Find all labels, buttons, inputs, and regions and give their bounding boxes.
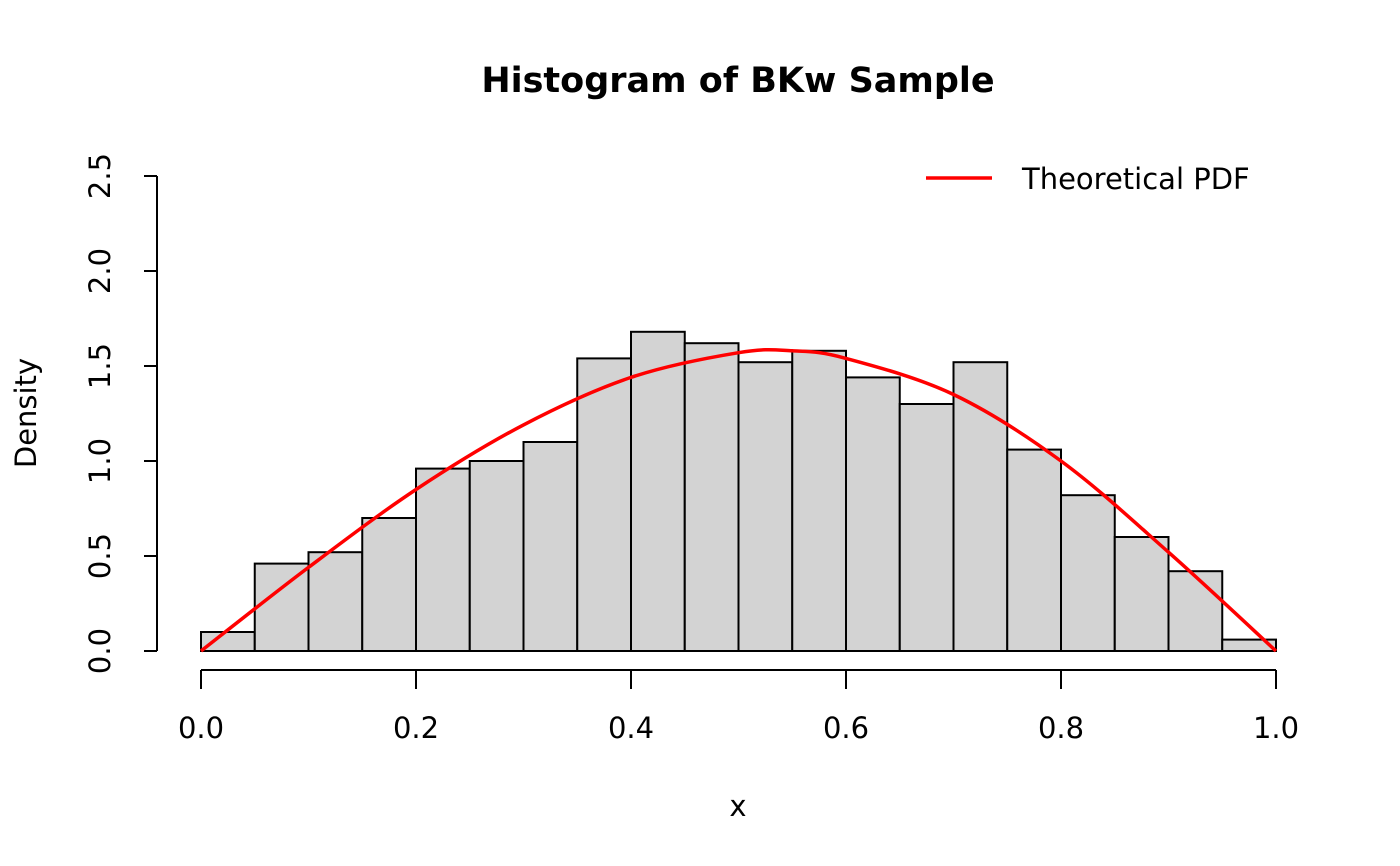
histogram-bar-11 xyxy=(791,349,847,652)
chart-title: Histogram of BKw Sample xyxy=(481,61,994,101)
y-axis-label: Density xyxy=(9,358,43,468)
histogram-bar-16 xyxy=(1060,494,1116,653)
histogram-bar-10 xyxy=(737,361,794,652)
y-tick-label-2: 1.0 xyxy=(83,438,117,484)
x-axis: 0.0 0.2 0.4 0.6 0.8 1.0 xyxy=(178,669,1299,745)
x-tick-label-4: 0.8 xyxy=(1038,711,1084,745)
histogram-bar-17 xyxy=(1113,536,1170,652)
y-tick-label-0: 0.0 xyxy=(83,628,117,674)
histogram-bars xyxy=(200,330,1277,653)
x-tick-label-5: 1.0 xyxy=(1253,711,1299,745)
x-tick-label-3: 0.6 xyxy=(823,711,869,745)
x-axis-label: x xyxy=(729,789,746,823)
histogram-bar-3 xyxy=(361,517,417,652)
histogram-bar-9 xyxy=(683,342,740,652)
histogram-bar-0 xyxy=(200,631,256,652)
y-axis: 0.0 0.5 1.0 1.5 2.0 2.5 xyxy=(83,153,158,674)
x-tick-label-2: 0.4 xyxy=(608,711,654,745)
histogram-bar-5 xyxy=(468,460,525,652)
histogram-bar-7 xyxy=(576,357,632,652)
legend: Theoretical PDF xyxy=(926,162,1250,196)
histogram-bar-8 xyxy=(630,330,686,652)
histogram-bar-15 xyxy=(1006,448,1062,652)
x-tick-label-1: 0.2 xyxy=(393,711,439,745)
y-tick-label-1: 0.5 xyxy=(83,533,117,579)
histogram-bar-19 xyxy=(1221,638,1277,652)
histogram-bar-1 xyxy=(253,562,310,652)
histogram-bar-14 xyxy=(952,361,1009,652)
histogram-bar-13 xyxy=(898,403,955,652)
x-tick-label-0: 0.0 xyxy=(178,711,224,745)
y-tick-label-5: 2.5 xyxy=(83,153,117,199)
histogram-bar-6 xyxy=(522,441,579,652)
histogram-bar-2 xyxy=(307,551,364,653)
legend-label-theoretical-pdf: Theoretical PDF xyxy=(1021,162,1250,196)
y-tick-label-4: 2.0 xyxy=(83,248,117,294)
theoretical-pdf-line xyxy=(199,347,1278,653)
y-tick-label-3: 1.5 xyxy=(83,343,117,389)
histogram-bar-18 xyxy=(1167,570,1224,653)
histogram-bar-12 xyxy=(845,376,901,652)
histogram-bar-4 xyxy=(415,467,471,652)
